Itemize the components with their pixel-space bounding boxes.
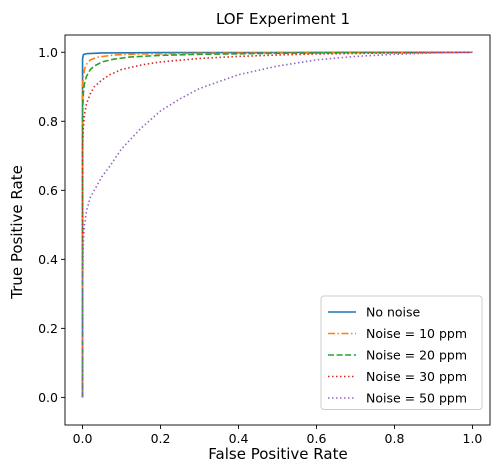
series-line-2 [81, 51, 473, 398]
x-tick-label: 1.0 [463, 431, 483, 446]
legend-label-1: No noise [366, 305, 421, 320]
series-line-1 [81, 51, 473, 398]
chart-title: LOF Experiment 1 [216, 10, 350, 28]
legend: No noise Noise = 10 ppm Noise = 20 ppm Nois… [320, 295, 483, 410]
y-tick-label: 0.4 [38, 252, 58, 267]
x-tick-label: 0.4 [229, 431, 249, 446]
y-axis-label: True Positive Rate [8, 165, 26, 300]
legend-label-4: Noise = 30 ppm [366, 369, 467, 384]
y-tick-label: 1.0 [38, 45, 58, 60]
x-tick-label: 0.2 [151, 431, 171, 446]
legend-label-2: Noise = 10 ppm [366, 326, 467, 341]
x-axis-ticks: 0.0 0.2 0.4 0.6 0.8 1.0 [73, 425, 483, 446]
y-axis-ticks: 0.0 0.2 0.4 0.6 0.8 1.0 [38, 45, 65, 405]
plot-lines [81, 51, 473, 398]
y-tick-label: 0.8 [38, 114, 58, 129]
legend-label-5: Noise = 50 ppm [366, 391, 467, 406]
x-tick-label: 0.6 [307, 431, 327, 446]
y-tick-label: 0.2 [38, 321, 58, 336]
x-tick-label: 0.0 [73, 431, 93, 446]
x-tick-label: 0.8 [385, 431, 405, 446]
series-line-5 [81, 51, 473, 398]
series-line-4 [81, 51, 473, 398]
y-tick-label: 0.0 [38, 390, 58, 405]
y-tick-label: 0.6 [38, 183, 58, 198]
x-axis-label: False Positive Rate [208, 445, 347, 463]
plot-frame [64, 34, 491, 426]
legend-label-3: Noise = 20 ppm [366, 348, 467, 363]
series-line-3 [81, 51, 473, 398]
legend-box [320, 295, 483, 410]
